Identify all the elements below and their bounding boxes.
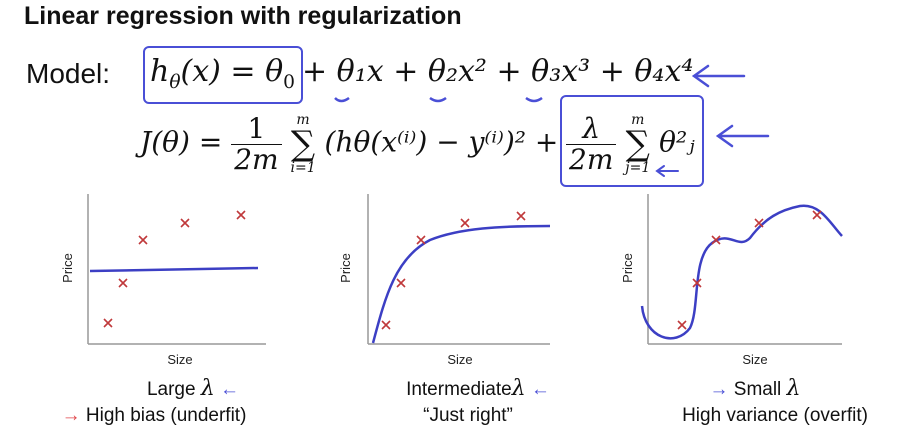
data-points — [103, 210, 246, 328]
caption-high-bias: → High bias (underfit) — [61, 405, 247, 426]
x-axis-label: Size — [167, 352, 192, 367]
arrow-left-icon: ← — [220, 379, 240, 400]
fit-curve — [640, 204, 843, 340]
caption-high-variance: High variance (overfit) — [682, 405, 868, 426]
slide-title: Linear regression with regularization — [24, 2, 462, 30]
x-axis-label: Size — [447, 352, 472, 367]
plot-underfit: Price Size — [60, 194, 266, 367]
hypothesis-box — [143, 46, 303, 104]
model-label: Model: — [26, 58, 111, 89]
data-point — [138, 235, 148, 245]
cost-function: J(θ) = 1 2m m ∑ i=1 (hθ(x⁽ⁱ⁾) − y⁽ⁱ⁾)² + — [140, 112, 559, 176]
hypothesis-terms: + θ₁x + θ₂x² + θ₃x³ + θ₄x⁴ — [302, 54, 694, 89]
regularization-box — [560, 95, 704, 187]
data-point — [381, 320, 391, 330]
data-point — [692, 278, 702, 288]
hypothesis-lhs: hθ(x) = θ0 — [150, 54, 295, 93]
y-axis-label: Price — [60, 253, 75, 283]
arrow-right-icon: → — [709, 379, 729, 400]
data-point — [416, 235, 426, 245]
theta-underlines — [334, 96, 543, 103]
x-axis-label: Size — [742, 352, 767, 367]
caption-intermediate-lambda: Intermediateλ ← — [406, 376, 550, 401]
plot-just-right: Price Size — [340, 194, 551, 367]
fit-line — [89, 266, 259, 273]
caption-large-lambda: Large λ ← — [146, 376, 240, 401]
data-point — [516, 211, 526, 221]
data-point — [118, 278, 128, 288]
j-arrow-icon — [655, 165, 679, 177]
data-points — [381, 211, 526, 330]
data-points — [677, 210, 822, 330]
caption-just-right: “Just right” — [423, 405, 513, 426]
data-point — [180, 218, 190, 228]
data-point — [236, 210, 246, 220]
regularization-term: λ 2m m ∑ j=1 θ²ⱼ — [566, 113, 695, 175]
fit-curve — [371, 224, 551, 344]
data-point — [460, 218, 470, 228]
y-axis-label: Price — [620, 253, 635, 283]
data-point — [103, 318, 113, 328]
caption-small-lambda: → Small λ — [709, 376, 801, 401]
plot-overfit: Price Size — [620, 194, 843, 367]
cost-arrow-icon — [715, 124, 770, 148]
data-point — [711, 235, 721, 245]
data-point — [396, 278, 406, 288]
arrow-left-icon: ← — [530, 379, 550, 400]
data-point — [677, 320, 687, 330]
y-axis-label: Price — [340, 253, 353, 283]
model-arrow-icon — [691, 64, 746, 88]
red-arrow-right-icon: → — [61, 405, 81, 426]
data-point — [812, 210, 822, 220]
data-point — [754, 218, 764, 228]
